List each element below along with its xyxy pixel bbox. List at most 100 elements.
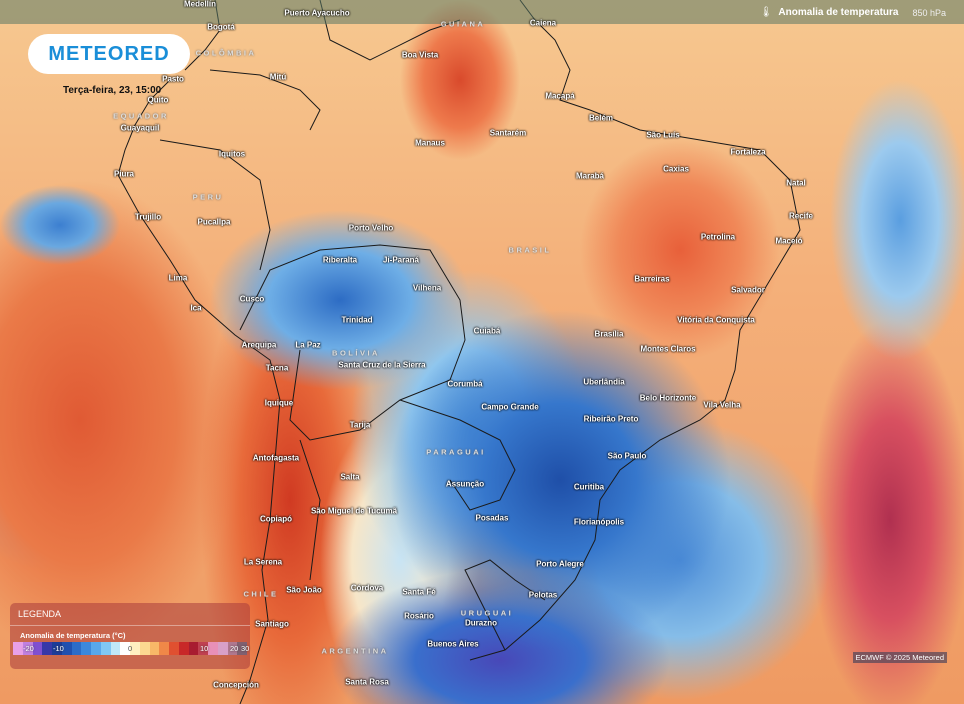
pressure-level: 850 hPa [912,7,946,18]
city-label[interactable]: Ji-Paraná [382,255,420,265]
city-label[interactable]: Quito [147,95,169,105]
city-label[interactable]: Ribeirão Preto [583,414,639,424]
city-label[interactable]: Medellín [183,0,217,9]
credit-text: ECMWF © 2025 Meteored [852,652,947,663]
city-label[interactable]: Maceió [775,236,803,246]
city-label[interactable]: Riberalta [322,255,358,265]
city-label[interactable]: Boa Vista [401,50,439,60]
city-label[interactable]: Vila Velha [703,400,741,410]
layer-indicator[interactable]: 🌡 Anomalia de temperatura 850 hPa [760,7,946,18]
legend-swatch [120,642,130,655]
city-label[interactable]: Campo Grande [481,402,539,412]
city-label[interactable]: Rosário [404,611,434,621]
legend-swatch [227,642,238,655]
city-label[interactable]: Fortaleza [730,147,766,157]
city-label[interactable]: Durazno [465,618,497,628]
city-label[interactable]: Tacna [265,363,289,373]
city-label[interactable]: Corumbá [447,379,483,389]
city-label[interactable]: Cuiabá [473,326,501,336]
city-label[interactable]: Uberlândia [583,377,625,387]
city-label[interactable]: Trujillo [134,212,162,222]
city-label[interactable]: Caiena [529,18,557,28]
city-label[interactable]: Assunção [445,479,485,489]
city-label[interactable]: São João [286,585,322,595]
legend-tick: 0 [128,644,133,653]
city-label[interactable]: Santa Cruz de la Sierra [338,360,426,370]
legend-swatch [188,642,199,655]
city-label[interactable]: Macapá [545,91,575,101]
city-label[interactable]: Natal [786,178,806,188]
city-label[interactable]: Pasto [162,74,184,84]
city-label[interactable]: Iquitos [218,149,246,159]
city-label[interactable]: Puerto Ayacucho [284,8,350,18]
city-label[interactable]: La Paz [295,340,321,350]
city-label[interactable]: Porto Alegre [536,559,584,569]
city-label[interactable]: Córdova [350,583,384,593]
city-label[interactable]: Porto Velho [348,223,394,233]
legend-swatch [208,642,218,655]
city-label[interactable]: Arequipa [241,340,277,350]
legend-swatch [81,642,91,655]
city-label[interactable]: Lima [168,273,188,283]
city-label[interactable]: Guayaquil [120,123,160,133]
legend-swatch [13,642,23,655]
country-label: GUIANA [440,19,486,29]
city-label[interactable]: Florianópolis [573,517,625,527]
city-label[interactable]: Trinidad [341,315,373,325]
legend-swatch [139,642,150,655]
city-label[interactable]: Buenos Aires [427,639,479,649]
legend-swatch [91,642,101,655]
city-label[interactable]: Posadas [475,513,509,523]
city-label[interactable]: Petrolina [700,232,736,242]
country-label: URUGUAI [460,608,514,618]
country-label: EQUADOR [113,111,169,121]
legend-swatch [130,642,140,655]
meteored-logo[interactable]: METEORED [28,34,190,74]
city-label[interactable]: Concepción [213,680,259,690]
city-label[interactable]: Vitória da Conquista [677,315,755,325]
country-label: BRASIL [508,245,552,255]
city-label[interactable]: Mitú [269,72,287,82]
city-label[interactable]: Cusco [239,294,265,304]
city-label[interactable]: Tarija [349,420,371,430]
legend-swatch [100,642,111,655]
city-label[interactable]: Bogotá [207,22,235,32]
legend-tick: 30 [241,644,250,653]
city-label[interactable]: Ica [190,303,202,313]
city-label[interactable]: Salta [340,472,360,482]
city-label[interactable]: Brasília [594,329,624,339]
city-label[interactable]: Piura [113,169,135,179]
legend-swatch [149,642,160,655]
city-label[interactable]: Curitiba [573,482,605,492]
city-label[interactable]: Recife [788,211,814,221]
city-label[interactable]: Salvador [731,285,765,295]
city-label[interactable]: Santarém [489,128,527,138]
city-label[interactable]: Antofagasta [252,453,300,463]
city-label[interactable]: Pucallpa [197,217,231,227]
legend-swatch [237,642,247,655]
city-label[interactable]: Caxias [663,164,689,174]
city-label[interactable]: Belém [588,113,614,123]
city-label[interactable]: Barreiras [634,274,670,284]
city-label[interactable]: Pelotas [528,590,558,600]
city-label[interactable]: Marabá [575,171,605,181]
legend-color-scale: -20 -10 0 10 20 30 [13,642,250,655]
city-label[interactable]: Copiapó [260,514,292,524]
city-label[interactable]: Manaus [415,138,445,148]
city-label[interactable]: São Paulo [607,451,647,461]
city-label[interactable]: Santa Rosa [345,677,389,687]
city-label[interactable]: São Luís [646,130,680,140]
country-label: ARGENTINA [321,646,389,656]
city-label[interactable]: Vilhena [412,283,442,293]
city-label[interactable]: Iquique [264,398,294,408]
country-label: COLÔMBIA [195,48,257,58]
city-label[interactable]: La Serena [243,557,283,567]
legend-title: LEGENDA [10,603,250,626]
city-label[interactable]: São Miguel de Tucumã [310,506,398,516]
country-label: BOLÍVIA [332,348,380,358]
city-label[interactable]: Santiago [255,619,289,629]
city-label[interactable]: Montes Claros [640,344,696,354]
city-label[interactable]: Santa Fé [402,587,436,597]
city-label[interactable]: Belo Horizonte [639,393,697,403]
